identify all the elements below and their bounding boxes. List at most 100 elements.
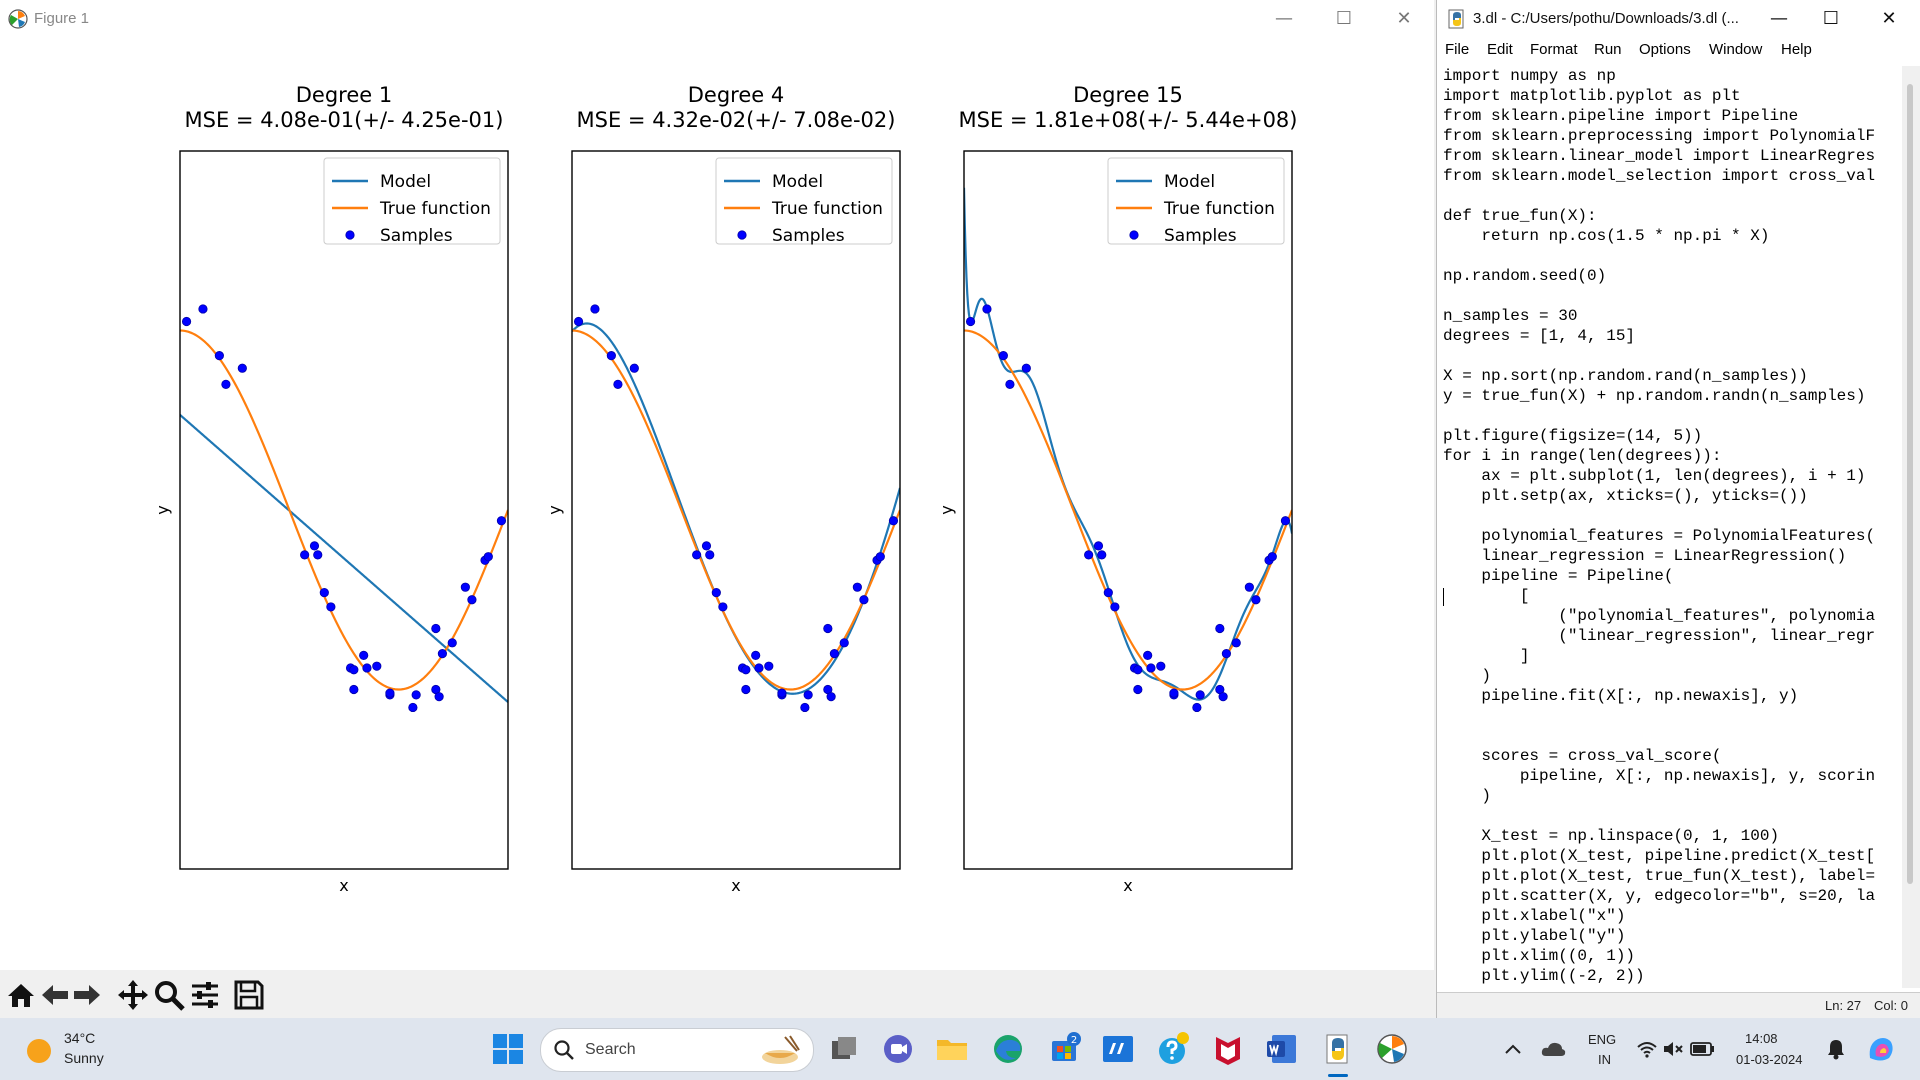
code-line[interactable]: from sklearn.linear_model import LinearR… <box>1443 147 1876 165</box>
code-line[interactable]: y = true_fun(X) + np.random.randn(n_samp… <box>1443 387 1866 405</box>
help-app-icon[interactable] <box>1154 1031 1190 1067</box>
language-indicator[interactable]: ENG <box>1588 1032 1617 1047</box>
menu-options[interactable]: Options <box>1639 41 1691 58</box>
save-icon[interactable] <box>232 978 266 1012</box>
code-editor[interactable]: import numpy as np import matplotlib.pypl… <box>1443 66 1891 988</box>
code-line[interactable] <box>1443 726 1891 746</box>
code-line[interactable]: def true_fun(X): <box>1443 207 1597 225</box>
zoom-icon[interactable] <box>152 978 186 1012</box>
code-line[interactable]: for i in range(len(degrees)): <box>1443 447 1722 465</box>
code-line[interactable]: plt.plot(X_test, true_fun(X_test), label… <box>1443 867 1876 885</box>
code-line[interactable]: pipeline.fit(X[:, np.newaxis], y) <box>1443 687 1799 705</box>
editor-titlebar[interactable]: 3.dl - C:/Users/pothu/Downloads/3.dl (..… <box>1437 0 1920 38</box>
code-line[interactable] <box>1443 186 1891 206</box>
code-line[interactable]: return np.cos(1.5 * np.pi * X) <box>1443 227 1770 245</box>
minimize-button[interactable]: — <box>1275 8 1293 29</box>
code-line[interactable]: linear_regression = LinearRegression() <box>1443 547 1847 565</box>
code-line[interactable]: plt.scatter(X, y, edgecolor="b", s=20, l… <box>1443 887 1876 905</box>
clock-date[interactable]: 01-03-2024 <box>1736 1052 1803 1067</box>
menu-file[interactable]: File <box>1445 41 1470 58</box>
code-line[interactable] <box>1443 346 1891 366</box>
code-line[interactable]: plt.xlabel("x") <box>1443 907 1626 925</box>
code-line[interactable]: np.random.seed(0) <box>1443 267 1607 285</box>
menu-edit[interactable]: Edit <box>1487 41 1513 58</box>
close-button[interactable]: ✕ <box>1396 8 1412 29</box>
notification-bell-icon[interactable] <box>1826 1038 1846 1060</box>
file-explorer-icon[interactable] <box>934 1031 970 1067</box>
code-line[interactable] <box>1443 246 1891 266</box>
pan-icon[interactable] <box>116 978 150 1012</box>
editor-close-button[interactable]: ✕ <box>1881 8 1897 29</box>
code-line[interactable] <box>1443 706 1891 726</box>
configure-subplots-icon[interactable] <box>188 978 222 1012</box>
code-line[interactable]: plt.ylim((-2, 2)) <box>1443 967 1645 985</box>
code-line[interactable]: ) <box>1443 787 1492 805</box>
sample-point <box>764 661 774 671</box>
chevron-up-icon[interactable] <box>1504 1042 1522 1056</box>
onedrive-cloud-icon[interactable] <box>1540 1040 1566 1058</box>
matplotlib-app-icon[interactable] <box>1374 1031 1410 1067</box>
code-line[interactable]: scores = cross_val_score( <box>1443 747 1722 765</box>
code-line[interactable]: [ <box>1443 587 1530 605</box>
code-line[interactable]: ax = plt.subplot(1, len(degrees), i + 1) <box>1443 467 1866 485</box>
home-icon[interactable] <box>4 978 38 1012</box>
wifi-icon[interactable] <box>1636 1040 1658 1058</box>
editor-minimize-button[interactable]: — <box>1770 8 1788 29</box>
python-idle-icon[interactable] <box>1320 1031 1356 1067</box>
clock-time[interactable]: 14:08 <box>1745 1031 1778 1046</box>
windows-start-icon[interactable] <box>490 1031 526 1067</box>
figure-titlebar[interactable]: Figure 1 — ☐ ✕ <box>0 0 1434 38</box>
code-line[interactable]: n_samples = 30 <box>1443 307 1578 325</box>
sample-point <box>1093 541 1104 551</box>
weather-temperature[interactable]: 34°C <box>64 1030 96 1046</box>
speaker-muted-icon[interactable] <box>1662 1040 1684 1058</box>
menu-help[interactable]: Help <box>1781 41 1812 58</box>
code-line[interactable]: ("polynomial_features", polynomia <box>1443 607 1876 625</box>
code-line[interactable]: X_test = np.linspace(0, 1, 100) <box>1443 827 1780 845</box>
code-line[interactable]: ) <box>1443 667 1492 685</box>
mcafee-icon[interactable] <box>1210 1031 1246 1067</box>
code-line[interactable]: from sklearn.model_selection import cros… <box>1443 167 1876 185</box>
sun-icon[interactable] <box>26 1038 52 1064</box>
back-arrow-icon[interactable] <box>38 978 72 1012</box>
taskbar-search[interactable]: Search <box>540 1028 814 1072</box>
code-line[interactable] <box>1443 406 1891 426</box>
editor-scrollbar[interactable] <box>1902 66 1920 988</box>
code-line[interactable]: ("linear_regression", linear_regr <box>1443 627 1876 645</box>
code-line[interactable] <box>1443 806 1891 826</box>
weather-condition[interactable]: Sunny <box>64 1050 104 1066</box>
maximize-button[interactable]: ☐ <box>1335 8 1353 29</box>
battery-icon[interactable] <box>1690 1041 1716 1057</box>
code-line[interactable]: plt.plot(X_test, pipeline.predict(X_test… <box>1443 847 1876 865</box>
copilot-icon[interactable] <box>1864 1032 1898 1066</box>
code-line[interactable]: plt.xlim((0, 1)) <box>1443 947 1636 965</box>
menu-window[interactable]: Window <box>1709 41 1763 58</box>
forward-arrow-icon[interactable] <box>70 978 104 1012</box>
code-line[interactable]: pipeline, X[:, np.newaxis], y, scorin <box>1443 767 1876 785</box>
task-view-icon[interactable] <box>826 1031 862 1067</box>
code-line[interactable] <box>1443 286 1891 306</box>
code-line[interactable]: pipeline = Pipeline( <box>1443 567 1674 585</box>
microsoft-store-icon[interactable]: 2 <box>1046 1031 1082 1067</box>
code-line[interactable]: from sklearn.pipeline import Pipeline <box>1443 107 1799 125</box>
word-icon[interactable] <box>1264 1031 1300 1067</box>
code-line[interactable]: plt.ylabel("y") <box>1443 927 1626 945</box>
code-line[interactable]: from sklearn.preprocessing import Polyno… <box>1443 127 1876 145</box>
code-line[interactable]: import matplotlib.pyplot as plt <box>1443 87 1741 105</box>
code-line[interactable]: import numpy as np <box>1443 67 1616 85</box>
code-line[interactable]: degrees = [1, 4, 15] <box>1443 327 1636 345</box>
editor-maximize-button[interactable]: ☐ <box>1822 8 1840 29</box>
code-line[interactable]: plt.figure(figsize=(14, 5)) <box>1443 427 1703 445</box>
myhp-app-icon[interactable] <box>1100 1031 1136 1067</box>
code-line[interactable]: ] <box>1443 647 1530 665</box>
teams-chat-icon[interactable] <box>880 1031 916 1067</box>
code-line[interactable]: polynomial_features = PolynomialFeatures… <box>1443 527 1876 545</box>
code-line[interactable] <box>1443 506 1891 526</box>
scrollbar-thumb[interactable] <box>1907 84 1913 884</box>
language-region[interactable]: IN <box>1598 1052 1611 1067</box>
code-line[interactable]: plt.setp(ax, xticks=(), yticks=()) <box>1443 487 1808 505</box>
code-line[interactable]: X = np.sort(np.random.rand(n_samples)) <box>1443 367 1808 385</box>
edge-browser-icon[interactable] <box>990 1031 1026 1067</box>
menu-run[interactable]: Run <box>1594 41 1622 58</box>
menu-format[interactable]: Format <box>1530 41 1578 58</box>
